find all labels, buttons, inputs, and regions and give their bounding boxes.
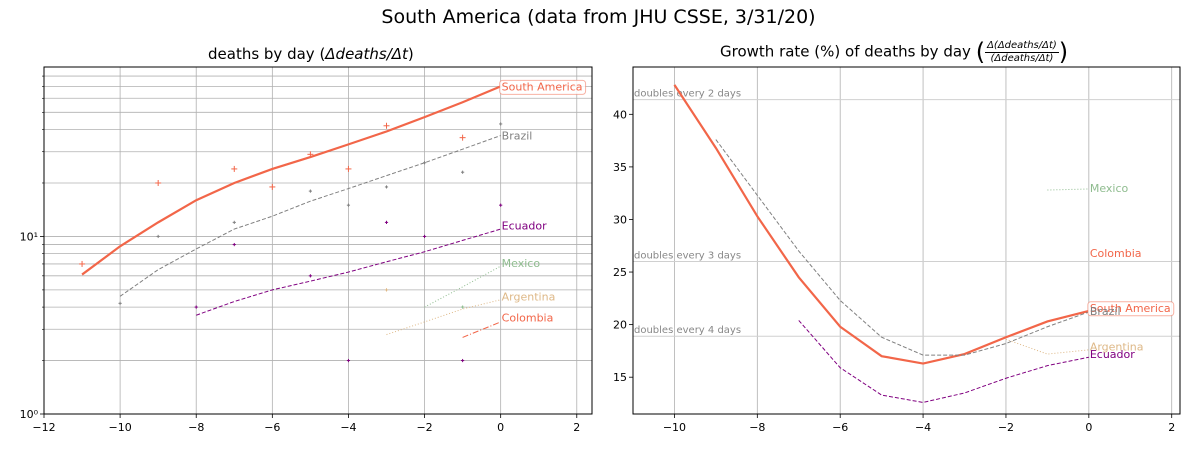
- series-line-brazil: [715, 139, 1090, 356]
- x-tick-label: −12: [32, 421, 55, 434]
- y-tick-label: 15: [613, 371, 627, 384]
- x-tick-label: −6: [264, 421, 280, 434]
- data-point-south-america: [307, 151, 314, 158]
- data-point-brazil: [346, 203, 351, 207]
- y-tick-label: 35: [613, 161, 627, 174]
- series-line-argentina: [1005, 338, 1089, 355]
- series-label-brazil: Brazil: [1090, 305, 1121, 318]
- axes-frame: [632, 66, 1181, 415]
- left-title-math: Δdeaths/Δt: [325, 45, 408, 63]
- axes-frame: [43, 66, 593, 415]
- series-label-colombia: Colombia: [1090, 247, 1142, 260]
- y-tick-label: 20: [613, 319, 627, 332]
- x-tick-label: −2: [998, 421, 1014, 434]
- series-line-ecuador: [196, 228, 501, 316]
- y-tick-label: 25: [613, 266, 627, 279]
- x-tick-label: 2: [1168, 421, 1175, 434]
- y-tick-label: 30: [613, 213, 627, 226]
- right-title-prefix: Growth rate (%) of deaths by day: [720, 42, 976, 61]
- reference-line-label: doubles every 4 days: [634, 325, 741, 336]
- data-point-brazil: [461, 170, 465, 174]
- series-line-mexico: [1047, 188, 1089, 191]
- data-point-brazil: [422, 161, 427, 165]
- series-line-south-america: [81, 85, 502, 276]
- data-point-ecuador: [499, 203, 503, 207]
- series-label-south-america: South America: [502, 80, 583, 93]
- data-point-brazil: [308, 189, 312, 193]
- data-point-brazil: [232, 220, 236, 224]
- series-label-brazil: Brazil: [502, 130, 533, 143]
- data-point-south-america: [383, 122, 390, 129]
- y-tick-label: 10¹: [20, 230, 38, 243]
- growth-rate-chart: doubles every 2 days doubles every 3 days…: [613, 66, 1181, 434]
- left-title-suffix: ): [407, 45, 414, 63]
- figure-suptitle: South America (data from JHU CSSE, 3/31/…: [381, 6, 816, 28]
- reference-line-label: doubles every 3 days: [634, 251, 741, 262]
- right-chart-title: Growth rate (%) of deaths by day (Δ(Δdea…: [720, 38, 1068, 66]
- x-tick-label: −4: [915, 421, 931, 434]
- series-label-argentina: Argentina: [502, 290, 556, 303]
- series-label-box: [499, 79, 587, 95]
- deaths-by-day-chart: South America Brazil Ecuador Mexico Argentin…: [20, 66, 593, 434]
- series-label-colombia: Colombia: [502, 311, 554, 324]
- y-tick-label: 10⁰: [20, 408, 39, 421]
- series-line-colombia: [462, 321, 501, 338]
- data-point-argentina: [384, 288, 389, 292]
- y-tick-label: 40: [613, 108, 627, 121]
- x-tick-label: −8: [749, 421, 765, 434]
- data-point-south-america: [459, 134, 466, 141]
- x-tick-label: −8: [188, 421, 204, 434]
- x-tick-label: −4: [340, 421, 356, 434]
- data-point-south-america: [345, 165, 352, 172]
- data-point-ecuador: [232, 242, 236, 247]
- data-point-brazil: [118, 301, 122, 305]
- series-label-ecuador: Ecuador: [502, 220, 547, 233]
- series-line-ecuador: [798, 320, 1089, 403]
- data-point-ecuador: [194, 305, 198, 309]
- series-line-south-america: [673, 84, 1090, 365]
- series-label-mexico: Mexico: [1090, 182, 1129, 195]
- reference-line-label: doubles every 2 days: [634, 89, 741, 100]
- x-tick-label: 0: [497, 421, 504, 434]
- data-point-south-america: [155, 179, 162, 186]
- series-line-brazil: [119, 135, 501, 297]
- title-fraction: Δ(Δdeaths/Δt) (Δdeaths/Δt): [985, 40, 1059, 65]
- data-point-ecuador: [461, 358, 465, 363]
- x-tick-label: 2: [573, 421, 580, 434]
- data-point-ecuador: [346, 358, 351, 363]
- series-line-argentina: [386, 299, 501, 336]
- series-label-south-america: South America: [1090, 302, 1171, 315]
- x-tick-label: −2: [416, 421, 432, 434]
- x-tick-label: 0: [1085, 421, 1092, 434]
- series-label-box: [1087, 301, 1175, 317]
- data-point-south-america: [79, 260, 86, 267]
- x-tick-label: −10: [663, 421, 686, 434]
- data-point-ecuador: [384, 220, 389, 224]
- title-paren-open: (: [975, 38, 986, 66]
- x-tick-label: −6: [832, 421, 848, 434]
- data-point-brazil: [499, 122, 503, 126]
- data-point-ecuador: [422, 234, 427, 239]
- data-point-brazil: [384, 185, 389, 189]
- data-point-brazil: [156, 234, 160, 239]
- series-label-argentina: Argentina: [1090, 341, 1144, 354]
- left-title-prefix: deaths by day (: [208, 45, 326, 63]
- data-point-ecuador: [308, 274, 312, 278]
- series-line-mexico: [424, 265, 501, 308]
- x-tick-label: −10: [109, 421, 132, 434]
- title-paren-close: ): [1058, 38, 1069, 66]
- series-label-ecuador: Ecuador: [1090, 348, 1135, 361]
- data-point-south-america: [269, 183, 276, 190]
- title-fraction-numerator: Δ(Δdeaths/Δt): [985, 39, 1059, 53]
- series-label-mexico: Mexico: [502, 257, 541, 270]
- title-fraction-denominator: (Δdeaths/Δt): [990, 52, 1054, 64]
- data-point-south-america: [231, 165, 238, 172]
- left-chart-title: deaths by day (Δdeaths/Δt): [208, 45, 414, 63]
- data-point-mexico: [461, 305, 465, 309]
